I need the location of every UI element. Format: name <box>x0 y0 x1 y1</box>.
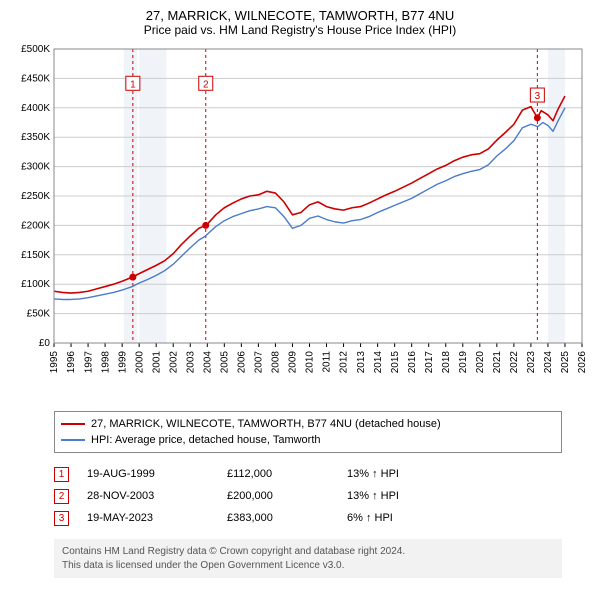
svg-text:£0: £0 <box>39 338 51 349</box>
svg-text:1997: 1997 <box>83 351 94 374</box>
legend-label: HPI: Average price, detached house, Tamw… <box>91 434 321 446</box>
event-date: 28-NOV-2003 <box>87 490 227 502</box>
svg-text:2005: 2005 <box>220 351 231 374</box>
event-price: £200,000 <box>227 490 347 502</box>
events-table: 1 19-AUG-1999 £112,000 13% ↑ HPI 2 28-NO… <box>54 463 562 529</box>
svg-text:2001: 2001 <box>151 351 162 374</box>
svg-text:2018: 2018 <box>441 351 452 374</box>
svg-text:2002: 2002 <box>168 351 179 374</box>
svg-text:£300K: £300K <box>21 162 50 173</box>
svg-text:£400K: £400K <box>21 103 50 114</box>
svg-text:1995: 1995 <box>49 351 60 374</box>
svg-text:2008: 2008 <box>271 351 282 374</box>
svg-text:1996: 1996 <box>66 351 77 374</box>
chart-area: £0 £50K £100K £150K £200K £250K £300K £350K £400… <box>8 43 592 403</box>
footer-attribution: Contains HM Land Registry data © Crown c… <box>54 539 562 578</box>
svg-text:£450K: £450K <box>21 73 50 84</box>
svg-text:2000: 2000 <box>134 351 145 374</box>
legend-swatch-blue <box>61 439 85 441</box>
svg-text:1998: 1998 <box>100 351 111 374</box>
svg-text:£200K: £200K <box>21 220 50 231</box>
svg-text:2011: 2011 <box>322 351 333 373</box>
svg-text:2007: 2007 <box>254 351 265 374</box>
svg-text:2014: 2014 <box>373 351 384 374</box>
svg-text:£250K: £250K <box>21 191 50 202</box>
svg-text:2024: 2024 <box>543 351 554 374</box>
svg-text:2022: 2022 <box>509 351 520 374</box>
svg-text:2: 2 <box>203 79 209 90</box>
svg-text:1999: 1999 <box>117 351 128 374</box>
event-delta: 13% ↑ HPI <box>347 490 447 502</box>
footer-line: Contains HM Land Registry data © Crown c… <box>62 545 554 559</box>
svg-text:2006: 2006 <box>237 351 248 374</box>
event-price: £383,000 <box>227 512 347 524</box>
svg-text:2012: 2012 <box>339 351 350 374</box>
svg-text:£50K: £50K <box>27 309 51 320</box>
legend-box: 27, MARRICK, WILNECOTE, TAMWORTH, B77 4N… <box>54 411 562 453</box>
legend-item: 27, MARRICK, WILNECOTE, TAMWORTH, B77 4N… <box>61 416 555 432</box>
svg-text:3: 3 <box>535 91 541 102</box>
event-row: 1 19-AUG-1999 £112,000 13% ↑ HPI <box>54 463 562 485</box>
legend-swatch-red <box>61 423 85 425</box>
event-price: £112,000 <box>227 468 347 480</box>
svg-text:2010: 2010 <box>305 351 316 374</box>
page-title: 27, MARRICK, WILNECOTE, TAMWORTH, B77 4N… <box>8 8 592 23</box>
svg-text:£100K: £100K <box>21 279 50 290</box>
svg-text:2020: 2020 <box>475 351 486 374</box>
svg-text:2016: 2016 <box>407 351 418 374</box>
svg-text:2009: 2009 <box>288 351 299 374</box>
footer-line: This data is licensed under the Open Gov… <box>62 559 554 573</box>
event-badge: 1 <box>54 467 69 482</box>
legend-label: 27, MARRICK, WILNECOTE, TAMWORTH, B77 4N… <box>91 418 441 430</box>
line-chart: £0 £50K £100K £150K £200K £250K £300K £350K £400… <box>8 43 592 403</box>
event-date: 19-AUG-1999 <box>87 468 227 480</box>
svg-text:2003: 2003 <box>185 351 196 374</box>
event-delta: 6% ↑ HPI <box>347 512 447 524</box>
legend-item: HPI: Average price, detached house, Tamw… <box>61 432 555 448</box>
event-date: 19-MAY-2023 <box>87 512 227 524</box>
svg-text:2019: 2019 <box>458 351 469 374</box>
svg-text:2026: 2026 <box>577 351 588 374</box>
event-badge: 3 <box>54 511 69 526</box>
event-delta: 13% ↑ HPI <box>347 468 447 480</box>
svg-text:£500K: £500K <box>21 44 50 55</box>
svg-text:£350K: £350K <box>21 132 50 143</box>
svg-text:2017: 2017 <box>424 351 435 374</box>
svg-text:2021: 2021 <box>492 351 503 374</box>
event-row: 3 19-MAY-2023 £383,000 6% ↑ HPI <box>54 507 562 529</box>
svg-text:2013: 2013 <box>356 351 367 374</box>
svg-text:2023: 2023 <box>526 351 537 374</box>
svg-text:£150K: £150K <box>21 250 50 261</box>
svg-text:2025: 2025 <box>560 351 571 374</box>
svg-text:2015: 2015 <box>390 351 401 374</box>
page-subtitle: Price paid vs. HM Land Registry's House … <box>8 23 592 37</box>
event-badge: 2 <box>54 489 69 504</box>
event-row: 2 28-NOV-2003 £200,000 13% ↑ HPI <box>54 485 562 507</box>
svg-text:2004: 2004 <box>202 351 213 374</box>
svg-text:1: 1 <box>130 79 136 90</box>
